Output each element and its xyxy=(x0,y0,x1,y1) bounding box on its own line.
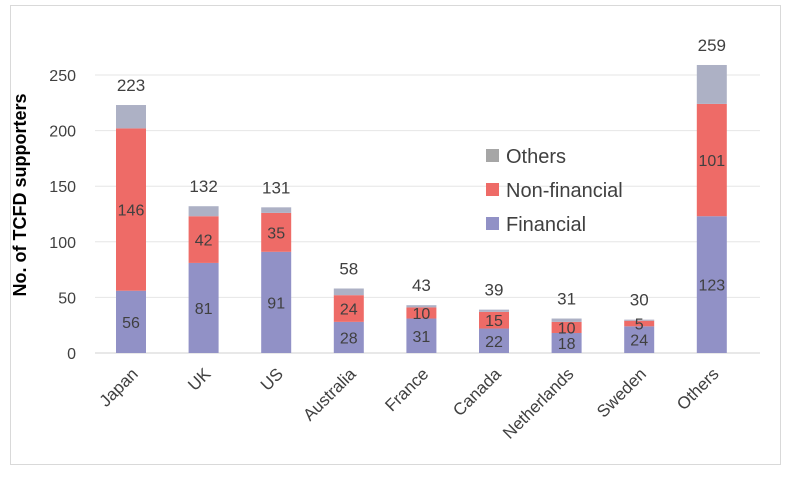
bar-others-others xyxy=(696,64,727,104)
y-axis-label: No. of TCFD supporters xyxy=(10,94,30,297)
total-label: 259 xyxy=(698,36,726,55)
x-category-label: UK xyxy=(184,364,215,395)
bar-financial-australia xyxy=(333,321,364,353)
bar-others-france xyxy=(406,305,437,308)
bar-financial-japan xyxy=(116,290,146,353)
total-label: 30 xyxy=(630,291,649,310)
legend-swatch-others xyxy=(486,149,499,162)
y-tick-label: 250 xyxy=(49,68,76,85)
y-tick-label: 150 xyxy=(49,179,76,196)
y-tick-label: 50 xyxy=(58,290,76,307)
data-label-financial: 22 xyxy=(485,334,503,351)
legend-label-financial: Financial xyxy=(506,214,586,236)
data-label-financial: 24 xyxy=(630,333,648,350)
data-label-non-financial: 15 xyxy=(485,313,503,330)
data-label-non-financial: 42 xyxy=(195,233,213,250)
y-tick-label: 100 xyxy=(49,235,76,252)
bar-non-financial-others xyxy=(696,103,727,217)
bar-non-financial-netherlands xyxy=(551,321,582,333)
x-category-label: Others xyxy=(673,364,723,414)
data-label-non-financial: 24 xyxy=(340,302,358,319)
x-category-label: US xyxy=(257,364,287,394)
data-label-financial: 81 xyxy=(195,301,213,318)
data-label-financial: 18 xyxy=(558,336,576,353)
bar-financial-netherlands xyxy=(551,332,582,353)
legend-swatch-non-financial xyxy=(486,183,499,196)
data-label-financial: 56 xyxy=(122,315,140,332)
y-axis-ticks: 0 50 100 150 200 250 xyxy=(49,68,76,363)
legend-swatch-financial xyxy=(486,217,499,230)
x-category-label: Japan xyxy=(96,364,142,410)
bar-financial-france xyxy=(406,318,437,353)
x-category-label: Australia xyxy=(299,364,360,425)
bar-financial-canada xyxy=(479,328,509,353)
bar-others-australia xyxy=(333,288,364,296)
y-tick-label: 200 xyxy=(49,124,76,141)
total-label: 223 xyxy=(117,76,145,95)
bar-financial-us xyxy=(261,251,292,353)
bar-others-sweden xyxy=(624,319,655,321)
bar-non-financial-australia xyxy=(333,295,364,322)
bar-others-canada xyxy=(479,309,509,312)
data-label-non-financial: 10 xyxy=(558,320,576,337)
total-label: 58 xyxy=(339,260,358,279)
legend-label-others: Others xyxy=(506,146,566,168)
data-label-non-financial: 101 xyxy=(698,153,725,170)
bar-financial-others xyxy=(696,216,727,353)
total-label: 132 xyxy=(189,177,217,196)
data-label-non-financial: 10 xyxy=(413,306,431,323)
x-category-label: France xyxy=(381,364,432,415)
value-labels: 56 146 223 81 42 132 91 35 131 28 24 58 31 10 43 22 15 39… xyxy=(117,36,726,353)
total-label: 43 xyxy=(412,276,431,295)
chart-frame xyxy=(10,5,781,465)
data-label-non-financial: 35 xyxy=(267,225,285,242)
bar-others-netherlands xyxy=(551,318,582,322)
data-label-financial: 28 xyxy=(340,330,358,347)
bar-others-us xyxy=(261,207,292,213)
data-label-non-financial: 5 xyxy=(635,317,644,334)
legend: Others Non-financial Financial xyxy=(486,146,623,236)
x-axis-categories: Japan UK US Australia France CanadaNetherland… xyxy=(96,364,723,443)
bars xyxy=(116,64,727,353)
bar-non-financial-sweden xyxy=(624,320,655,327)
bar-non-financial-uk xyxy=(188,216,219,263)
x-category-label: Netherlands xyxy=(499,364,577,442)
bar-non-financial-us xyxy=(261,212,292,252)
y-tick-label: 0 xyxy=(67,346,76,363)
total-label: 39 xyxy=(485,281,504,300)
total-label: 131 xyxy=(262,178,290,197)
bar-non-financial-canada xyxy=(479,311,509,329)
x-category-label: Sweden xyxy=(593,364,650,421)
bar-financial-sweden xyxy=(624,326,655,353)
data-label-financial: 123 xyxy=(698,278,725,295)
bar-financial-uk xyxy=(188,262,219,353)
data-label-financial: 91 xyxy=(267,295,285,312)
total-label: 31 xyxy=(557,290,576,309)
data-label-non-financial: 146 xyxy=(118,203,145,220)
bar-others-uk xyxy=(188,206,219,217)
bar-non-financial-japan xyxy=(116,128,146,291)
data-label-financial: 31 xyxy=(413,329,431,346)
bar-others-japan xyxy=(116,105,146,129)
x-category-label: Canada xyxy=(449,364,505,420)
bar-non-financial-france xyxy=(406,307,437,319)
legend-label-non-financial: Non-financial xyxy=(506,180,623,202)
